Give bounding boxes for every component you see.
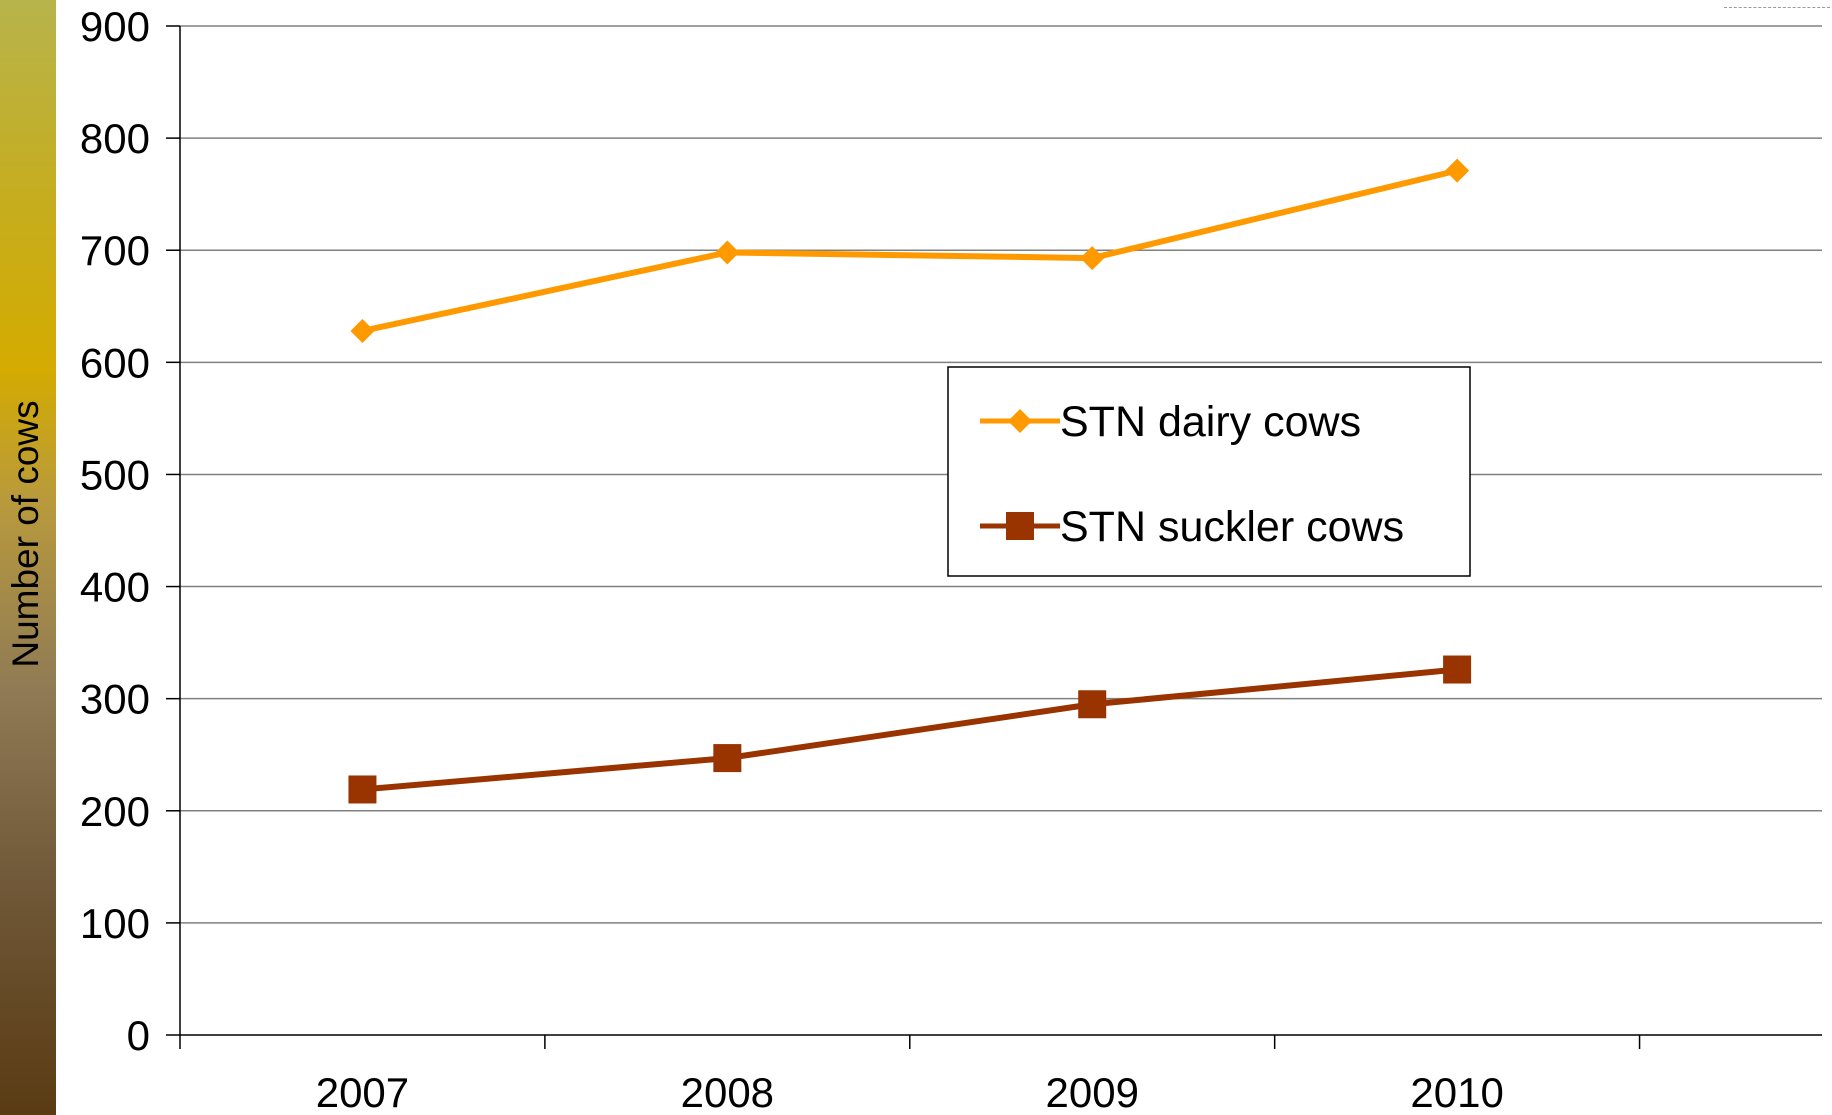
data-point-1-1: [713, 744, 742, 773]
data-point-0-3: [1445, 158, 1470, 183]
y-tick-label-400: 400: [80, 564, 150, 611]
y-tick-label-900: 900: [80, 3, 150, 50]
series-0: [350, 158, 1470, 343]
axes: [179, 26, 1822, 1036]
data-point-1-0: [348, 775, 377, 804]
legend-item-suckler-cows: STN suckler cows: [980, 503, 1404, 551]
y-tick-label-600: 600: [80, 339, 150, 386]
legend-label-suckler-cows: STN suckler cows: [1060, 503, 1404, 551]
data-point-1-3: [1443, 655, 1472, 684]
legend-item-dairy-cows: STN dairy cows: [980, 398, 1361, 446]
series-line-1: [362, 666, 1458, 793]
x-tick-label-2008: 2008: [681, 1069, 774, 1115]
series-line-0: [361, 167, 1458, 334]
legend-label-dairy-cows: STN dairy cows: [1060, 398, 1361, 446]
y-tick-label-300: 300: [80, 676, 150, 723]
legend-box: [947, 366, 1471, 577]
legend-marker-dairy-cows-icon: [1008, 409, 1032, 433]
series-1: [348, 655, 1472, 804]
data-point-1-2: [1078, 690, 1107, 719]
y-tick-label-500: 500: [80, 451, 150, 498]
x-tick-label-2007: 2007: [316, 1069, 409, 1115]
y-tick-label-200: 200: [80, 788, 150, 835]
data-point-0-0: [350, 318, 375, 343]
corner-dashed-mark: [1724, 7, 1830, 8]
y-tick-label-0: 0: [127, 1012, 150, 1059]
x-tick-label-2010: 2010: [1410, 1069, 1503, 1115]
y-tick-label-100: 100: [80, 900, 150, 947]
legend: STN dairy cows STN suckler cows: [947, 366, 1471, 577]
y-tick-label-800: 800: [80, 115, 150, 162]
y-tick-label-700: 700: [80, 227, 150, 274]
x-tick-label-2009: 2009: [1046, 1069, 1139, 1115]
data-point-0-1: [715, 240, 740, 265]
data-point-0-2: [1080, 246, 1105, 271]
y-tick-labels: 0 100 200 300 400 500 600 700 800 900: [80, 3, 150, 1059]
series-lines: [348, 158, 1472, 804]
y-axis-title: Number of cows: [5, 400, 46, 667]
legend-marker-suckler-cows-icon: [1006, 512, 1034, 540]
x-tick-labels: 2007 2008 2009 2010: [316, 1069, 1504, 1115]
gradient-side-bar: [0, 0, 56, 1115]
